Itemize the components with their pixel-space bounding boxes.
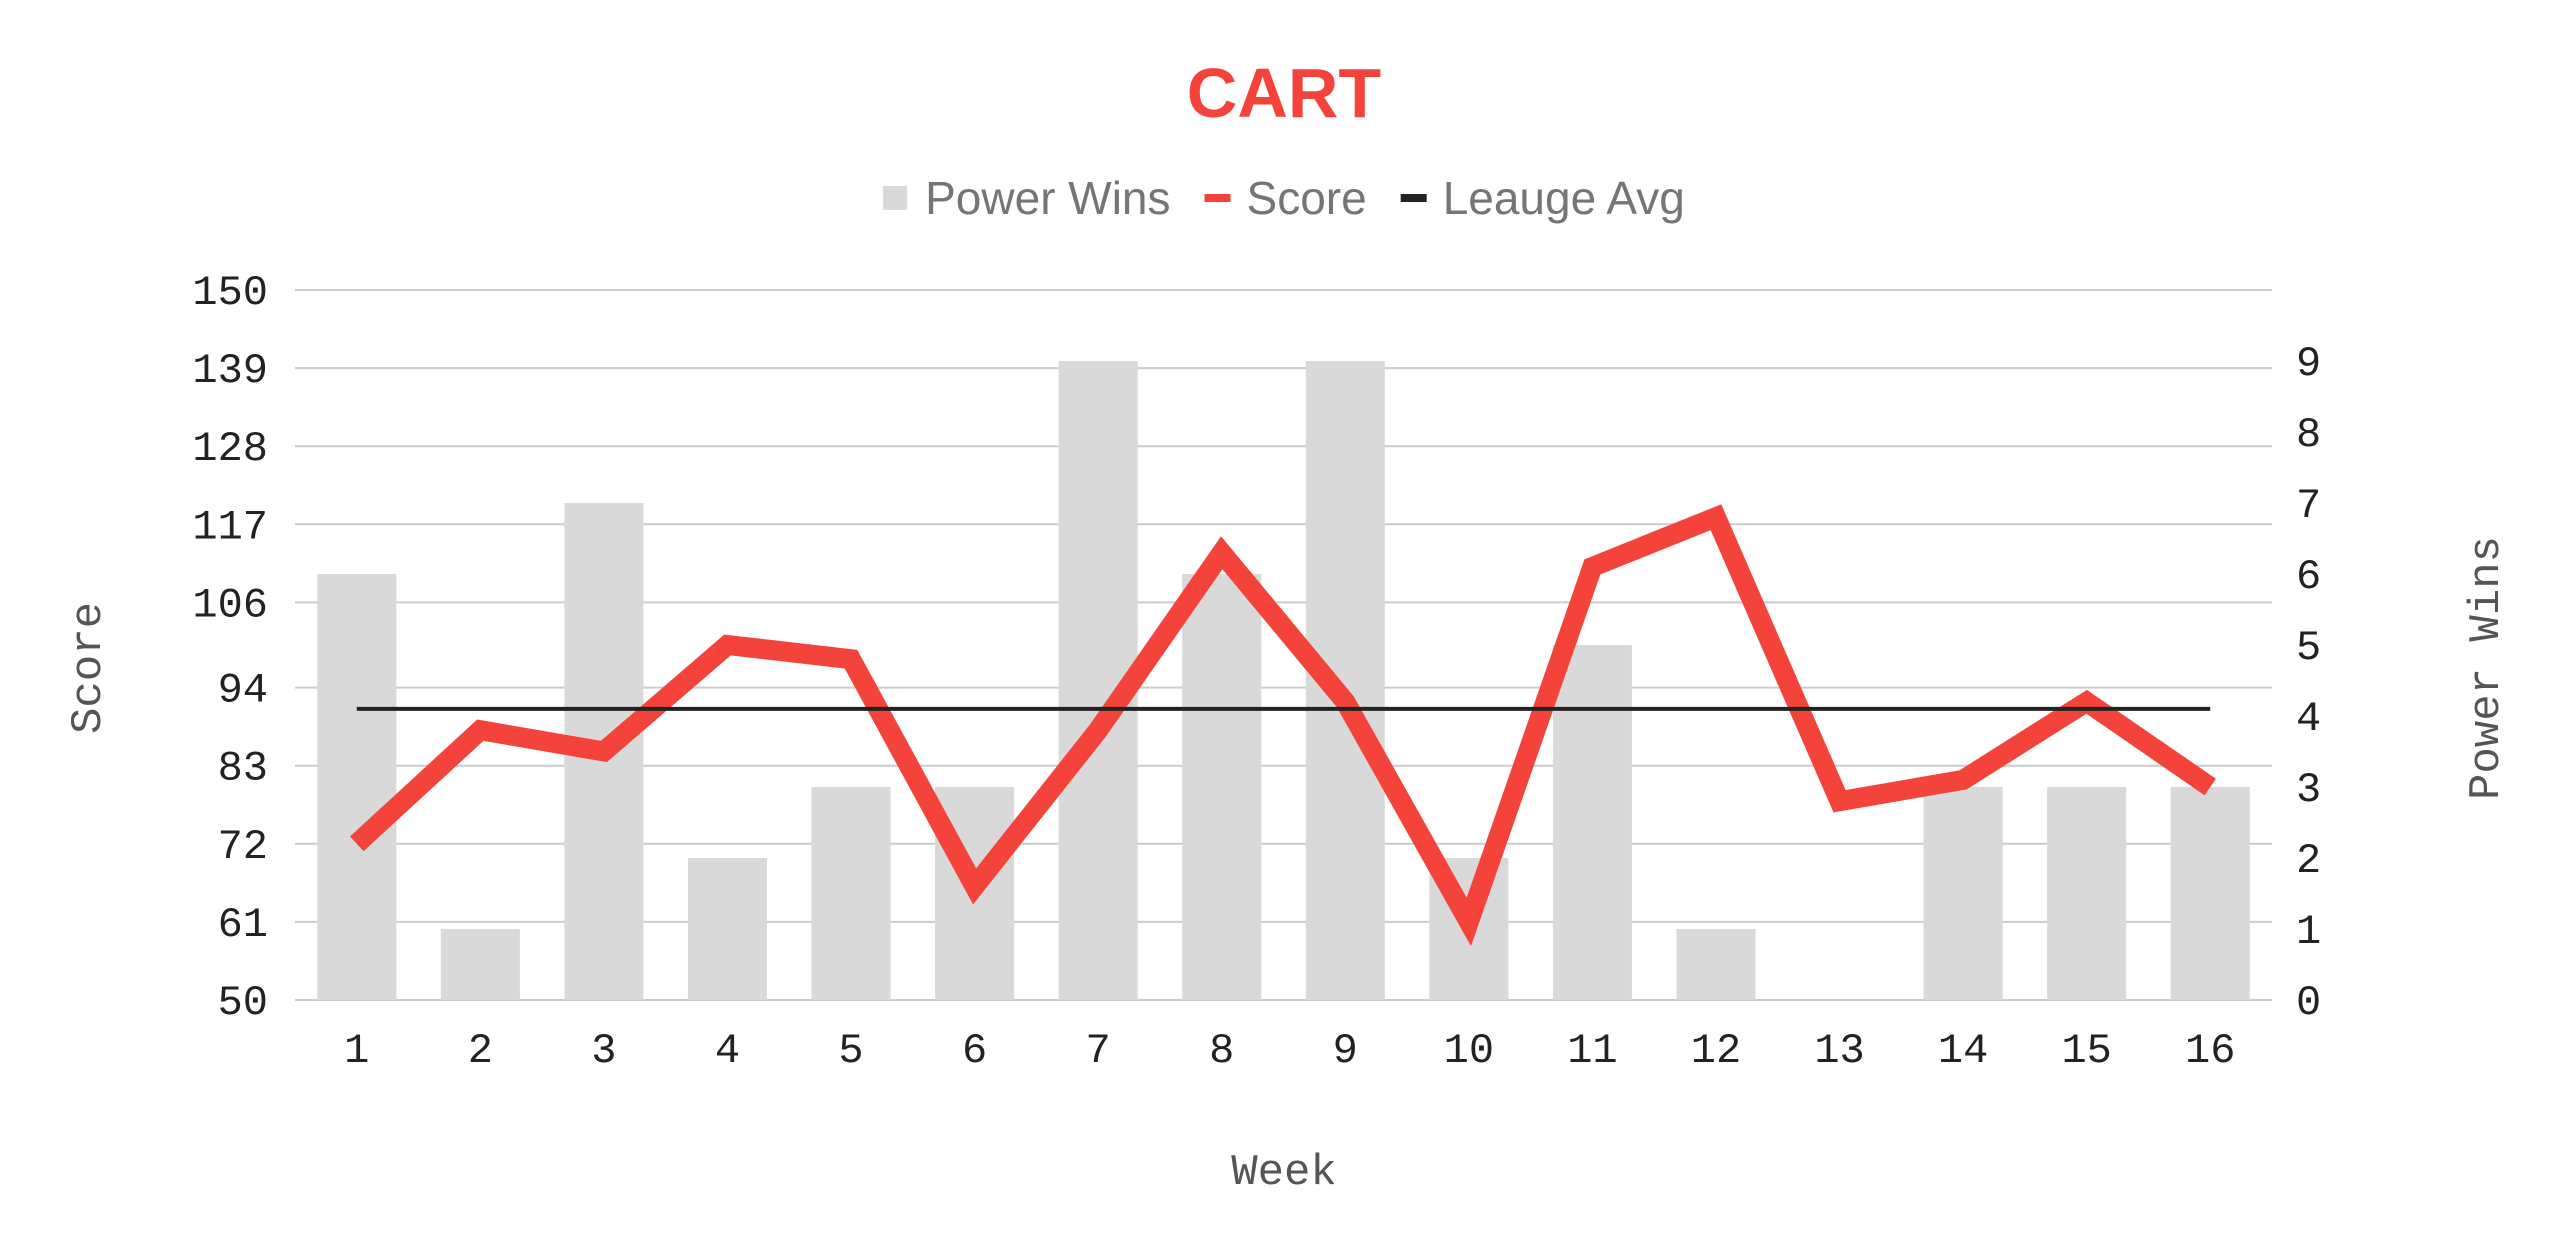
- y2-tick-label: 5: [2296, 624, 2321, 672]
- legend-item-leauge-avg: Leauge Avg: [1400, 172, 1685, 224]
- series-line-score: [350, 504, 2216, 947]
- legend-label: Power Wins: [925, 172, 1170, 224]
- legend-swatch: [1400, 194, 1427, 202]
- y2-tick-label: 2: [2296, 837, 2321, 885]
- y-tick-label: 50: [218, 979, 268, 1027]
- y-tick-label: 61: [218, 901, 268, 949]
- x-tick-label: 5: [838, 1027, 863, 1075]
- y-tick-label: 150: [192, 269, 268, 317]
- y-tick-label: 117: [192, 503, 268, 551]
- x-tick-label: 8: [1209, 1027, 1234, 1075]
- legend-swatch: [883, 186, 908, 210]
- y2-tick-label: 0: [2296, 979, 2321, 1027]
- x-tick-label: 4: [715, 1027, 740, 1075]
- y-axis-left-ticks: 50 61 72 83 94 106 117 128 139 150: [192, 269, 268, 1027]
- y2-tick-label: 6: [2296, 553, 2321, 601]
- y2-tick-label: 3: [2296, 766, 2321, 814]
- bar-power-wins: [1182, 574, 1262, 1000]
- legend-swatch: [1204, 194, 1231, 202]
- x-tick-label: 3: [591, 1027, 616, 1075]
- legend-item-score: Score: [1204, 172, 1367, 224]
- x-tick-label: 1: [344, 1027, 369, 1075]
- bar-power-wins: [440, 929, 520, 1000]
- x-tick-label: 6: [962, 1027, 987, 1075]
- y2-tick-label: 7: [2296, 482, 2321, 530]
- bar-power-wins: [2047, 787, 2127, 1000]
- x-tick-label: 14: [1938, 1027, 1988, 1075]
- x-tick-label: 15: [2061, 1027, 2111, 1075]
- x-tick-label: 9: [1333, 1027, 1358, 1075]
- y-tick-label: 106: [192, 581, 268, 629]
- legend-label: Score: [1247, 172, 1367, 224]
- x-tick-label: 16: [2185, 1027, 2235, 1075]
- bar-power-wins: [1676, 929, 1756, 1000]
- y-axis-right-title: Power Wins: [2462, 536, 2512, 800]
- x-tick-label: 12: [1691, 1027, 1741, 1075]
- bar-power-wins: [2170, 787, 2250, 1000]
- lines: [350, 504, 2216, 947]
- bar-power-wins: [811, 787, 891, 1000]
- x-tick-label: 7: [1086, 1027, 1111, 1075]
- bar-power-wins: [1552, 645, 1632, 1000]
- x-tick-label: 2: [468, 1027, 493, 1075]
- bar-power-wins: [687, 858, 768, 1000]
- x-tick-label: 10: [1444, 1027, 1494, 1075]
- y-tick-label: 139: [192, 347, 268, 395]
- x-tick-label: 11: [1567, 1027, 1617, 1075]
- y-axis-right-ticks: 0 1 2 3 4 5 6 7 8 9: [2296, 340, 2321, 1027]
- y-tick-label: 128: [192, 425, 268, 473]
- legend-item-power-wins: Power Wins: [883, 172, 1171, 224]
- y2-tick-label: 9: [2296, 340, 2321, 388]
- x-tick-label: 13: [1814, 1027, 1864, 1075]
- y-tick-label: 72: [218, 823, 268, 871]
- x-axis-title: Week: [1231, 1148, 1337, 1198]
- y-axis-left-title: Score: [64, 602, 114, 734]
- legend: Power Wins Score Leauge Avg: [883, 172, 1685, 224]
- bar-power-wins: [1923, 787, 2003, 1000]
- y2-tick-label: 1: [2296, 908, 2321, 956]
- legend-label: Leauge Avg: [1443, 172, 1685, 224]
- y2-tick-label: 8: [2296, 411, 2321, 459]
- bar-power-wins: [317, 574, 397, 1000]
- bars-power-wins: [317, 361, 2250, 1000]
- chart-title: CART: [1187, 54, 1381, 132]
- x-axis-ticks: 1 2 3 4 5 6 7 8 9 10 11 12 13 14 15 16: [344, 1027, 2235, 1075]
- y2-tick-label: 4: [2296, 695, 2321, 743]
- y-tick-label: 83: [218, 745, 268, 793]
- y-tick-label: 94: [218, 667, 268, 715]
